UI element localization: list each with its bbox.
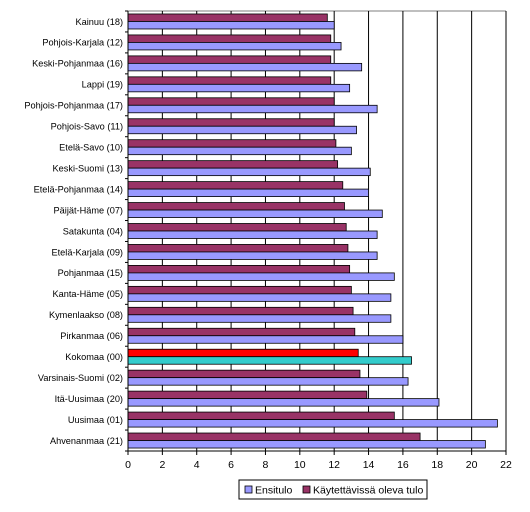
- category-label: Kokomaa (00): [65, 352, 123, 362]
- category-label: Etelä-Karjala (09): [52, 247, 124, 257]
- bar-kaytettavissa-oleva-tulo: [127, 369, 361, 379]
- bar-ensitulo: [127, 188, 369, 197]
- x-tick-label: 10: [294, 459, 306, 471]
- bar-ensitulo: [127, 62, 363, 72]
- legend: Ensitulo Käytettävissä oleva tulo: [238, 479, 428, 500]
- category-label: Pohjanmaa (15): [58, 268, 123, 278]
- category-label: Pohjois-Savo (11): [51, 122, 123, 132]
- legend-label-kaytettavissa-oleva-tulo: Käytettävissä oleva tulo: [313, 485, 423, 497]
- x-tick-label: 2: [159, 459, 165, 471]
- bar-ensitulo: [127, 167, 371, 177]
- bar-ensitulo: [127, 419, 498, 428]
- x-tick-label: 14: [363, 459, 375, 471]
- bar-kaytettavissa-oleva-tulo: [127, 181, 344, 190]
- bar-ensitulo: [127, 146, 352, 156]
- x-tick-label: 6: [228, 459, 234, 471]
- bar-ensitulo: [127, 377, 409, 386]
- category-label: Itä-Uusimaa (20): [55, 394, 123, 404]
- plot-area: Kainuu (18) Pohjois-Karjala (12) Keski-Poh…: [24, 10, 512, 471]
- category-label: Etelä-Savo (10): [59, 142, 123, 152]
- bar-kaytettavissa-oleva-tulo: [127, 160, 339, 169]
- bar-kaytettavissa-oleva-tulo: [127, 348, 359, 358]
- bar-ensitulo: [127, 335, 404, 344]
- bar-ensitulo: [127, 356, 412, 365]
- x-tick-label: 8: [263, 459, 269, 471]
- legend-swatch-ensitulo: [244, 485, 253, 494]
- x-tick-label: 20: [466, 459, 478, 471]
- x-tick-label: 0: [125, 459, 131, 471]
- bar-kaytettavissa-oleva-tulo: [127, 411, 395, 420]
- category-label: Keski-Pohjanmaa (16): [32, 59, 123, 69]
- category-label: Uusimaa (01): [68, 415, 123, 425]
- category-label: Pohjois-Pohjanmaa (17): [24, 101, 123, 111]
- x-tick-label: 16: [397, 459, 409, 471]
- category-label: Kainuu (18): [76, 17, 124, 27]
- bar-ensitulo: [127, 209, 383, 218]
- x-tick-label: 22: [500, 459, 512, 471]
- bar-kaytettavissa-oleva-tulo: [127, 202, 345, 211]
- x-tick-label: 12: [328, 459, 340, 471]
- legend-label-ensitulo: Ensitulo: [255, 485, 293, 497]
- bar-kaytettavissa-oleva-tulo: [127, 390, 368, 400]
- bar-kaytettavissa-oleva-tulo: [127, 306, 354, 316]
- x-tick-label: 18: [431, 459, 443, 471]
- bar-ensitulo: [127, 251, 378, 260]
- legend-box: [238, 479, 428, 500]
- bar-ensitulo: [127, 314, 392, 323]
- bar-kaytettavissa-oleva-tulo: [127, 223, 347, 232]
- bar-ensitulo: [127, 398, 440, 407]
- category-label: Ahvenanmaa (21): [50, 436, 123, 446]
- category-label: Kymenlaakso (08): [49, 310, 123, 320]
- category-label: Keski-Suomi (13): [53, 163, 123, 173]
- bar-kaytettavissa-oleva-tulo: [127, 139, 337, 148]
- bar-ensitulo: [127, 440, 486, 449]
- bar-kaytettavissa-oleva-tulo: [127, 432, 421, 441]
- bar-kaytettavissa-oleva-tulo: [127, 76, 332, 85]
- category-label: Varsinais-Suomi (02): [38, 373, 123, 383]
- bar-kaytettavissa-oleva-tulo: [127, 244, 349, 253]
- category-label: Päijät-Häme (07): [54, 205, 123, 215]
- bar-ensitulo: [127, 83, 351, 93]
- bar-kaytettavissa-oleva-tulo: [127, 55, 332, 64]
- bar-kaytettavissa-oleva-tulo: [127, 97, 335, 106]
- category-label: Etelä-Pohjanmaa (14): [34, 184, 123, 194]
- category-label: Pirkanmaa (06): [60, 331, 123, 341]
- bar-ensitulo: [127, 293, 392, 302]
- bar-kaytettavissa-oleva-tulo: [127, 118, 335, 127]
- bar-ensitulo: [127, 125, 357, 135]
- bar-kaytettavissa-oleva-tulo: [127, 13, 328, 22]
- bar-ensitulo: [127, 42, 342, 51]
- category-label: Pohjois-Karjala (12): [42, 38, 123, 48]
- bar-kaytettavissa-oleva-tulo: [127, 327, 356, 337]
- bar-kaytettavissa-oleva-tulo: [127, 265, 351, 274]
- category-label: Satakunta (04): [63, 226, 123, 236]
- x-tick-label: 4: [194, 459, 200, 471]
- category-label: Kanta-Häme (05): [53, 289, 123, 299]
- bar-ensitulo: [127, 21, 335, 30]
- bar-ensitulo: [127, 104, 378, 114]
- bar-kaytettavissa-oleva-tulo: [127, 285, 352, 295]
- bar-ensitulo: [127, 230, 378, 239]
- legend-swatch-kaytettavissa-oleva-tulo: [302, 485, 311, 494]
- bar-ensitulo: [127, 272, 395, 281]
- category-label: Lappi (19): [82, 80, 123, 90]
- bar-kaytettavissa-oleva-tulo: [127, 34, 332, 43]
